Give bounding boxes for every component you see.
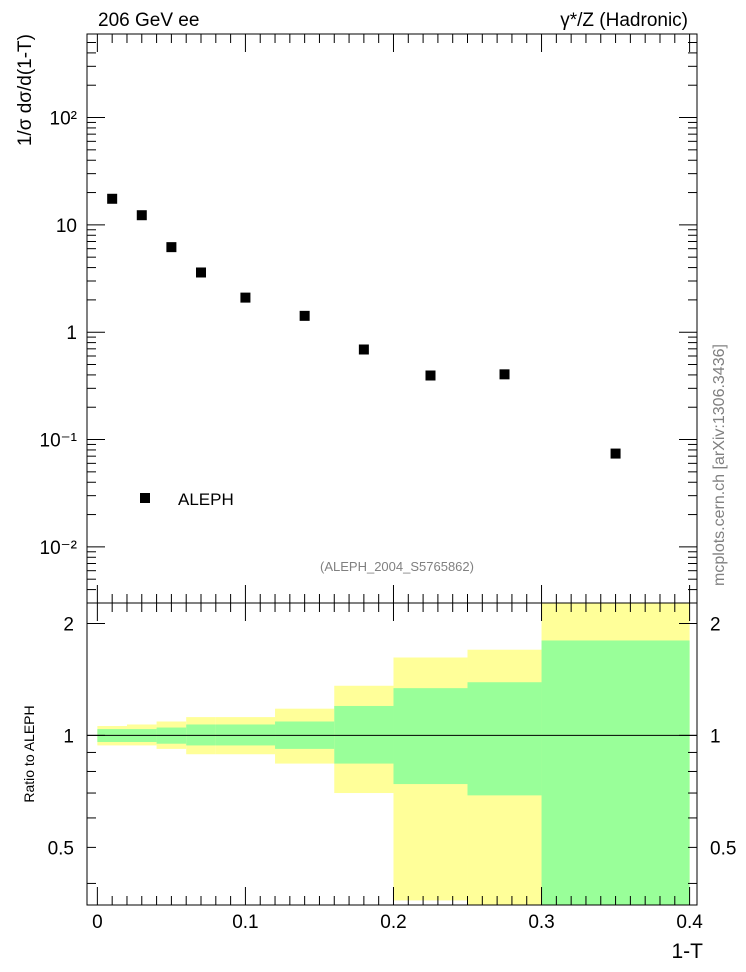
data-point	[196, 267, 207, 278]
x-tick-label: 0.1	[232, 912, 258, 933]
uncertainty-band-inner	[393, 688, 468, 785]
main-x-ticks	[96, 34, 691, 603]
analysis-id-label: (ALEPH_2004_S5765862)	[320, 559, 474, 574]
ratio-y-ticks: 0.5 0.5 1 1 2 2	[48, 614, 736, 884]
y-tick-label: 10	[56, 216, 77, 237]
y-tick-label: 10⁻²	[40, 538, 78, 559]
legend-label: ALEPH	[178, 490, 234, 509]
main-plot-panel: 10² 10 1 10⁻¹ 10⁻² 1/σ dσ/d(1-T) ALEPH (ALEP…	[15, 33, 698, 604]
data-point	[136, 210, 147, 221]
ratio-plot-frame	[86, 602, 698, 906]
ratio-y-tick-label-right: 2	[710, 614, 721, 635]
main-plot-frame	[86, 33, 698, 604]
source-side-label: mcplots.cern.ch [arXiv:1306.3436]	[711, 344, 728, 586]
y-tick-label: 10²	[50, 109, 77, 130]
x-tick-label: 0.2	[380, 912, 406, 933]
uncertainty-band-inner	[467, 682, 542, 796]
ratio-y-axis-title: Ratio to ALEPH	[21, 705, 37, 802]
data-point	[499, 369, 510, 380]
ratio-y-tick-label: 2	[63, 614, 74, 635]
ratio-y-tick-label-right: 0.5	[710, 838, 736, 859]
ratio-x-ticks: 0 0.1 0.2 0.3 0.4	[92, 603, 703, 933]
ratio-y-tick-label: 1	[63, 726, 74, 747]
process-label: γ*/Z (Hadronic)	[560, 10, 688, 31]
data-points	[107, 193, 621, 459]
uncertainty-band-inner	[541, 640, 690, 905]
data-point	[240, 292, 251, 303]
ratio-bands	[97, 603, 690, 905]
legend-marker	[140, 493, 150, 503]
energy-label: 206 GeV ee	[98, 10, 199, 31]
ratio-y-tick-label: 0.5	[48, 838, 74, 859]
x-tick-label: 0.3	[528, 912, 554, 933]
y-tick-label: 1	[66, 323, 77, 344]
data-point	[358, 344, 369, 355]
main-y-axis-title: 1/σ dσ/d(1-T)	[15, 34, 36, 146]
data-point	[425, 370, 436, 381]
data-point	[610, 448, 621, 459]
ratio-plot-panel: 0.5 0.51 12 2 0 0.1 0.2 0.3 0.4 Ratio to ALEPH …	[21, 602, 736, 963]
data-point	[166, 242, 177, 253]
uncertainty-band-inner	[334, 705, 394, 764]
main-y-ticks: 10² 10 1 10⁻¹ 10⁻²	[40, 33, 697, 604]
ratio-y-tick-label-right: 1	[710, 726, 721, 747]
y-tick-label: 10⁻¹	[40, 431, 78, 452]
data-point	[107, 193, 118, 204]
x-tick-label: 0.4	[676, 912, 703, 933]
data-point	[299, 310, 310, 321]
x-tick-label: 0	[92, 912, 103, 933]
x-axis-title: 1-T	[672, 940, 704, 963]
